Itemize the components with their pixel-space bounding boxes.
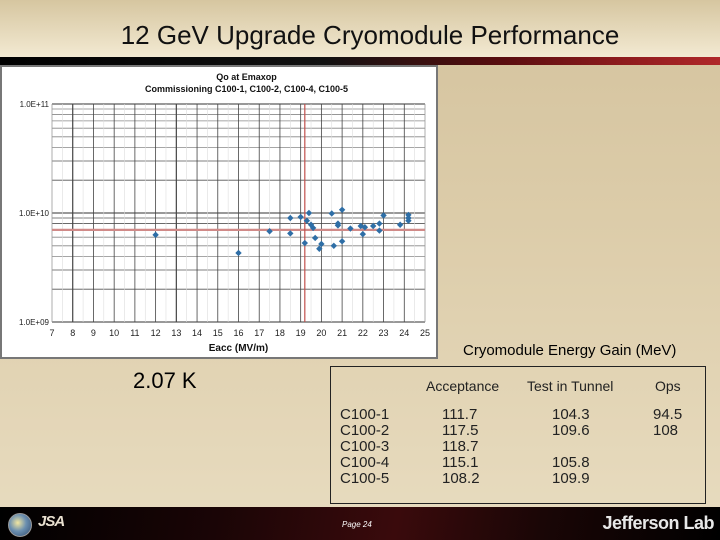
energy-gain-caption: Cryomodule Energy Gain (MeV): [463, 342, 677, 359]
svg-text:1.0E+11: 1.0E+11: [20, 100, 50, 109]
temperature-label: 2.07 K: [133, 368, 197, 393]
svg-text:16: 16: [233, 328, 243, 338]
ops-cell: 108: [653, 422, 679, 439]
svg-text:22: 22: [358, 328, 368, 338]
header-test-in-tunnel: Test in Tunnel: [527, 378, 614, 394]
svg-text:Qo at Emaxop: Qo at Emaxop: [216, 72, 277, 82]
acceptance-cell: 111.7: [442, 406, 478, 423]
doe-seal-icon: [8, 513, 32, 537]
tunnel-cell: 109.6: [552, 422, 590, 439]
svg-text:23: 23: [379, 328, 389, 338]
slide-title: 12 GeV Upgrade Cryomodule Performance: [120, 20, 620, 50]
module-cell: C100-3: [340, 438, 390, 455]
acceptance-cell: 118.7: [442, 438, 479, 455]
svg-text:25: 25: [420, 328, 430, 338]
qo-scatter-plot: 7 8 9 10 11 12 13 14 15 16 17 18 19 20 21 22 23 24 25 1.0E+…: [19, 72, 430, 354]
svg-text:12: 12: [151, 328, 161, 338]
jefferson-lab-logo: Jefferson Lab: [602, 513, 714, 533]
svg-text:21: 21: [337, 328, 347, 338]
header-acceptance: Acceptance: [426, 378, 500, 394]
svg-text:24: 24: [399, 328, 409, 338]
svg-text:11: 11: [130, 328, 139, 338]
svg-text:15: 15: [213, 328, 223, 338]
title-divider: [0, 57, 720, 65]
svg-text:17: 17: [254, 328, 264, 338]
qo-chart: 7 8 9 10 11 12 13 14 15 16 17 18 19 20 21 22 23 24 25 1.0E+…: [0, 65, 438, 359]
jsa-logo: JSA: [38, 513, 65, 530]
acceptance-cell: 115.1: [442, 454, 479, 471]
footer-bar: JSA Page 24 Jefferson Lab: [0, 507, 720, 540]
tunnel-cell: 104.3: [552, 406, 590, 423]
svg-text:19: 19: [296, 328, 306, 338]
module-cell: C100-4: [340, 454, 390, 471]
header-ops: Ops: [655, 378, 681, 394]
svg-text:13: 13: [171, 328, 181, 338]
svg-text:9: 9: [91, 328, 96, 338]
ops-cell: 94.5: [653, 406, 683, 423]
svg-text:18: 18: [275, 328, 285, 338]
svg-text:Eacc (MV/m): Eacc (MV/m): [209, 343, 268, 354]
svg-text:1.0E+09: 1.0E+09: [19, 318, 50, 327]
svg-text:20: 20: [316, 328, 326, 338]
tunnel-cell: 105.8: [552, 454, 590, 471]
acceptance-cell: 117.5: [442, 422, 479, 439]
page-number: Page 24: [342, 520, 372, 529]
svg-text:10: 10: [109, 328, 119, 338]
svg-text:14: 14: [192, 328, 202, 338]
energy-gain-table: Acceptance Test in Tunnel Ops C100-1 111.…: [330, 366, 706, 504]
svg-text:Commissioning C100-1, C100-2,: Commissioning C100-1, C100-2, C100-4, C1…: [145, 84, 348, 94]
svg-text:8: 8: [70, 328, 75, 338]
svg-text:7: 7: [49, 328, 54, 338]
acceptance-cell: 108.2: [442, 470, 480, 487]
module-cell: C100-2: [340, 422, 390, 439]
module-cell: C100-5: [340, 470, 390, 487]
tunnel-cell: 109.9: [552, 470, 590, 487]
module-cell: C100-1: [340, 406, 390, 423]
svg-text:1.0E+10: 1.0E+10: [19, 209, 50, 218]
title-bar: 12 GeV Upgrade Cryomodule Performance: [0, 0, 720, 58]
